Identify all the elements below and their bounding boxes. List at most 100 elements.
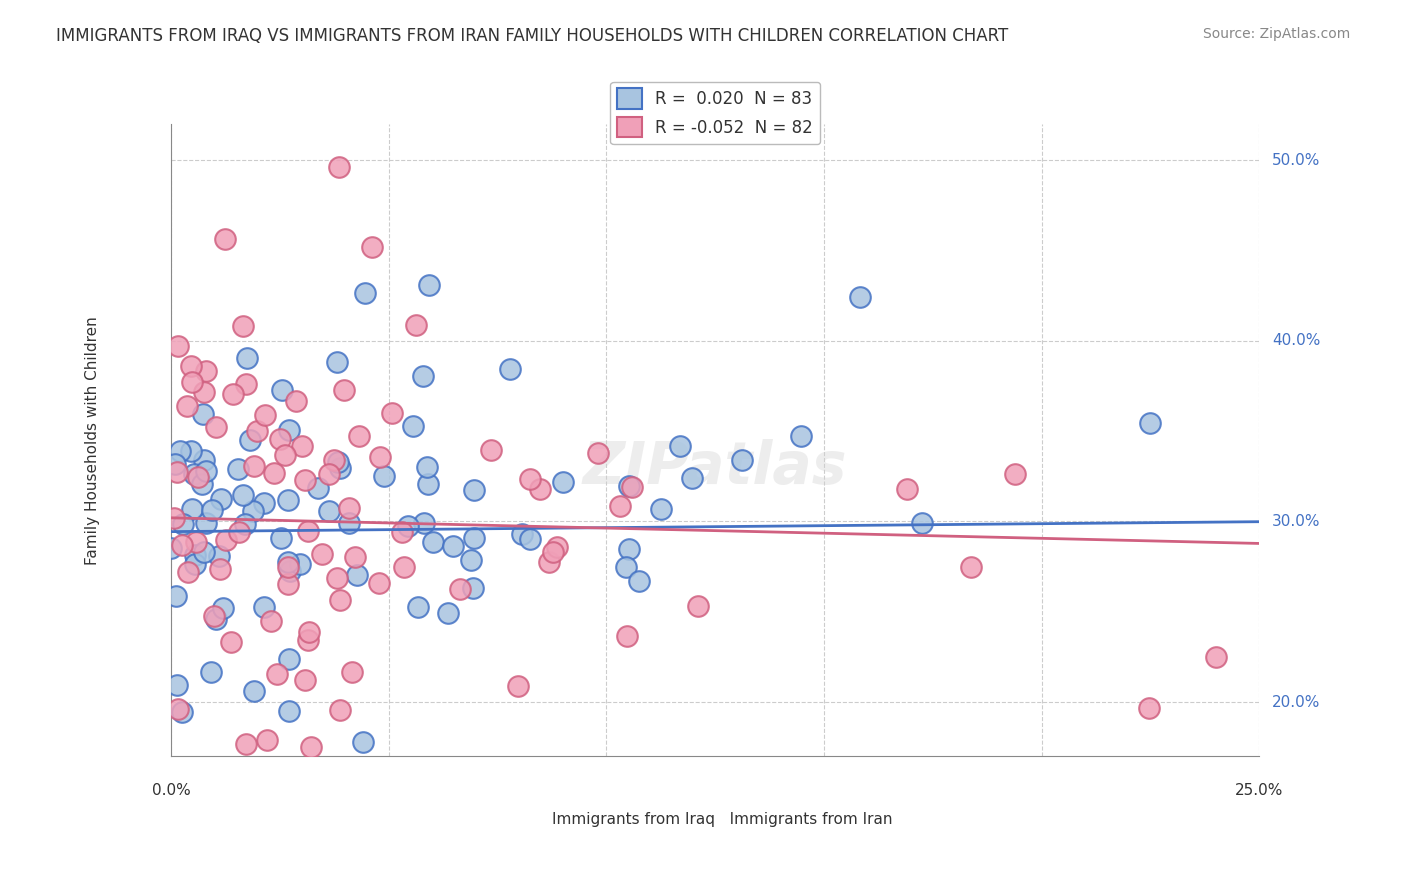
Iraq	[270, 531, 292, 545]
Iraq	[169, 443, 191, 458]
Iraq	[463, 483, 485, 497]
Iran	[187, 469, 209, 483]
Iraq	[416, 477, 439, 491]
Iran	[367, 576, 389, 591]
Iraq	[166, 678, 188, 692]
Iran	[245, 424, 267, 438]
Iran	[180, 359, 202, 373]
Iraq	[519, 533, 541, 547]
Iran	[266, 666, 288, 681]
Iraq	[277, 423, 299, 437]
Iraq	[510, 526, 533, 541]
Iraq	[849, 290, 872, 304]
Iraq	[337, 516, 360, 530]
Iraq	[194, 516, 217, 531]
Iran	[294, 673, 316, 688]
Iraq	[551, 475, 574, 490]
Iraq	[328, 455, 350, 469]
Iraq	[190, 477, 212, 491]
Iraq	[318, 504, 340, 518]
Iraq	[307, 481, 329, 495]
Iraq	[441, 539, 464, 553]
Text: IMMIGRANTS FROM IRAQ VS IMMIGRANTS FROM IRAN FAMILY HOUSEHOLDS WITH CHILDREN COR: IMMIGRANTS FROM IRAQ VS IMMIGRANTS FROM …	[56, 27, 1008, 45]
Iraq	[193, 407, 215, 421]
Iran	[166, 702, 188, 716]
Iraq	[422, 534, 444, 549]
Iraq	[278, 564, 301, 578]
Iran	[537, 555, 560, 569]
Iran	[297, 632, 319, 647]
Text: 30.0%: 30.0%	[1272, 514, 1320, 529]
Iraq	[165, 589, 187, 603]
Iran	[184, 535, 207, 549]
Iraq	[172, 517, 194, 532]
Iran	[543, 544, 565, 558]
Iraq	[183, 467, 205, 481]
Iran	[291, 439, 314, 453]
Iraq	[396, 519, 419, 533]
Iraq	[681, 471, 703, 485]
Iran	[1205, 650, 1227, 665]
Iraq	[270, 383, 292, 397]
Text: Immigrants from Iraq: Immigrants from Iraq	[553, 812, 716, 827]
Iraq	[236, 351, 259, 366]
Iran	[194, 364, 217, 378]
Iraq	[412, 368, 434, 383]
Iraq	[193, 453, 215, 467]
Iran	[896, 483, 918, 497]
Iraq	[373, 469, 395, 483]
Iran	[688, 599, 710, 613]
Iraq	[408, 599, 430, 614]
Iran	[609, 500, 631, 514]
Iran	[176, 399, 198, 413]
Iran	[616, 629, 638, 643]
Iran	[360, 239, 382, 253]
Text: 25.0%: 25.0%	[1234, 783, 1284, 798]
Iraq	[277, 555, 299, 569]
Iran	[318, 467, 340, 481]
Iran	[235, 737, 257, 751]
Iran	[546, 540, 568, 554]
Text: 20.0%: 20.0%	[1272, 695, 1320, 709]
Legend: R =  0.020  N = 83, R = -0.052  N = 82: R = 0.020 N = 83, R = -0.052 N = 82	[610, 82, 820, 145]
Iran	[332, 383, 354, 397]
Iraq	[181, 501, 204, 516]
Iraq	[614, 560, 637, 574]
Iraq	[290, 558, 312, 572]
Iran	[329, 592, 352, 607]
Iran	[209, 562, 232, 576]
Iraq	[499, 362, 522, 376]
Iraq	[277, 652, 299, 666]
Iraq	[650, 502, 672, 516]
Iraq	[205, 612, 228, 626]
Iran	[277, 560, 299, 574]
Text: Source: ZipAtlas.com: Source: ZipAtlas.com	[1202, 27, 1350, 41]
Iran	[326, 571, 349, 585]
Iraq	[437, 607, 460, 621]
Iran	[180, 375, 202, 389]
Iraq	[352, 735, 374, 749]
Text: ZIPatlas: ZIPatlas	[583, 439, 848, 496]
Iraq	[184, 557, 207, 571]
Iraq	[209, 491, 232, 506]
Iraq	[239, 433, 262, 447]
Iran	[370, 450, 392, 464]
Iran	[256, 733, 278, 747]
Iraq	[184, 548, 207, 562]
Iran	[235, 377, 257, 392]
Iran	[297, 524, 319, 538]
Iran	[337, 501, 360, 516]
Iran	[221, 386, 243, 401]
Iraq	[354, 285, 377, 300]
Iran	[263, 467, 285, 481]
Iran	[274, 449, 297, 463]
Iraq	[619, 478, 641, 492]
Iraq	[418, 277, 440, 292]
Iran	[294, 473, 316, 487]
Iraq	[200, 665, 222, 679]
Iran	[253, 408, 276, 422]
Iraq	[329, 460, 352, 475]
Iraq	[252, 496, 274, 510]
Iran	[166, 465, 188, 479]
Iran	[519, 473, 541, 487]
